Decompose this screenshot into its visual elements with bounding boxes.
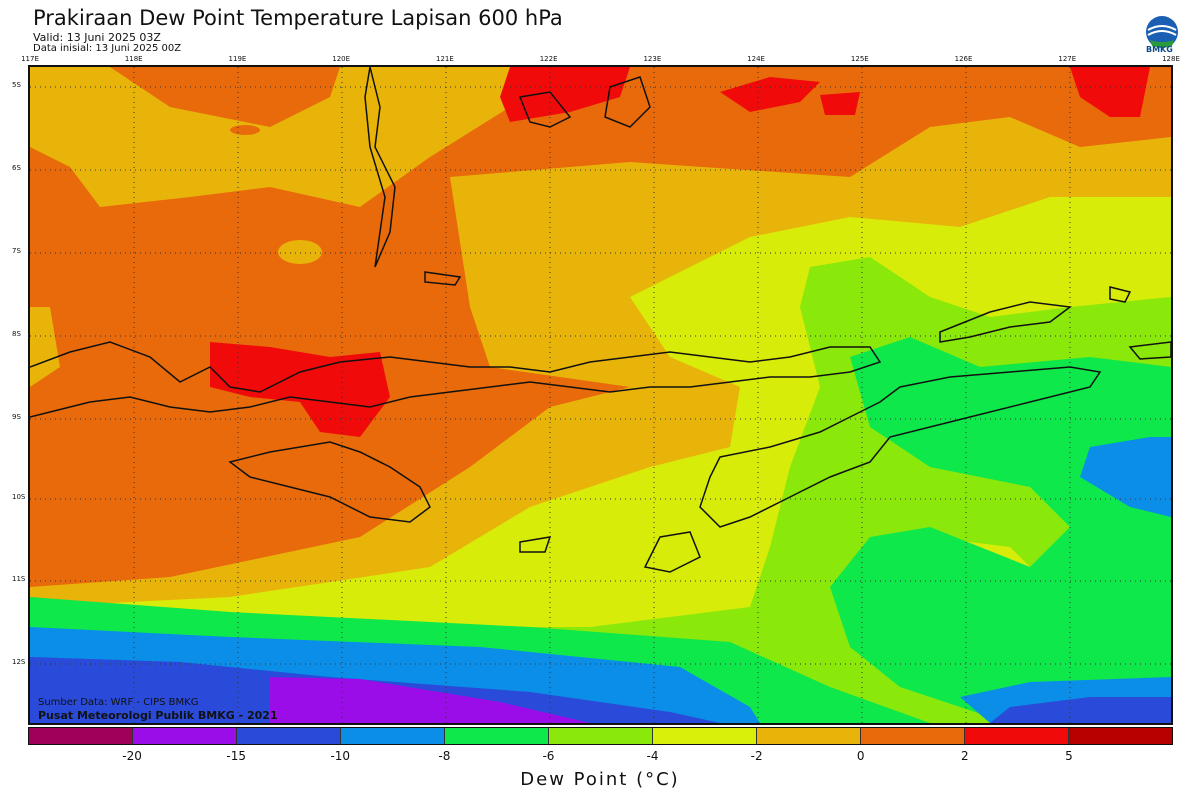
map-title: Prakiraan Dew Point Temperature Lapisan … [33,6,563,30]
colorbar-segment [757,728,861,744]
lon-label: 123E [643,55,662,63]
lon-label: 118E [124,55,143,63]
valid-time: Valid: 13 Juni 2025 03Z [33,31,161,44]
lon-label: 127E [1058,55,1077,63]
lat-label: 5S [12,81,21,89]
colorbar-segment [29,728,133,744]
colorbar-tick-label: -4 [646,749,659,763]
colorbar-segment [445,728,549,744]
lesser-sunda-coast [30,341,882,418]
sulawesi-coast [364,67,396,268]
lat-label: 9S [12,413,21,421]
colorbar-tick-label: -20 [122,749,142,763]
colorbar-tick-label: -8 [438,749,451,763]
lat-label: 11S [12,575,26,583]
bmkg-logo-text: BMKG [1146,45,1173,54]
colorbar-tick-label: 0 [856,749,865,763]
lon-label: 124E [747,55,765,63]
colorbar-title: Dew Point (°C) [520,769,680,790]
timor-island [699,366,1102,528]
field-amber-nw [30,67,530,207]
field-red-north [500,67,630,122]
colorbar-segment [549,728,653,744]
field-sky-east [1080,437,1171,517]
colorbar-tick-label: -6 [542,749,555,763]
field-red-central [210,342,390,437]
lon-label: 117E [21,55,39,63]
credit-center: Pusat Meteorologi Publik BMKG - 2021 [38,709,278,722]
colorbar-tick-label: 5 [1065,749,1073,763]
credit-source: Sumber Data: WRF - CIPS BMKG [38,697,199,708]
colorbar-segment [237,728,341,744]
rote-island [643,531,701,573]
colorbar-tick-label: -15 [226,749,246,763]
lon-label: 122E [539,55,558,63]
lon-label: 119E [228,55,247,63]
colorbar-segment [341,728,445,744]
lat-label: 10S [12,493,26,501]
bmkg-logo-icon [1146,16,1178,48]
map-field [30,67,1171,723]
lon-label: 128E [1162,55,1180,63]
colorbar-segment [965,728,1069,744]
lon-label: 125E [850,55,869,63]
lon-label: 126E [954,55,973,63]
lat-label: 12S [12,658,26,666]
initial-data-time: Data inisial: 13 Juni 2025 00Z [33,43,182,54]
coastlines [30,67,1171,573]
colorbar-tick-label: -2 [750,749,763,763]
colorbar-segment [861,728,965,744]
wetar-island [939,301,1072,343]
dewpoint-map [28,65,1173,725]
lat-label: 6S [12,164,21,172]
lat-label: 7S [12,247,21,255]
lat-lon-grid [30,67,1171,723]
field-green-east [830,337,1171,717]
lat-label: 8S [12,330,21,338]
colorbar-segment [133,728,237,744]
colorbar-segment [653,728,757,744]
colorbar-tick-label: -10 [330,749,351,763]
colorbar [28,727,1173,745]
colorbar-tick-label: 2 [960,749,969,763]
lon-label: 121E [436,55,454,63]
field-purple [270,677,590,723]
sumba-island [228,441,431,523]
lon-label: 120E [332,55,351,63]
colorbar-segment [1069,728,1172,744]
